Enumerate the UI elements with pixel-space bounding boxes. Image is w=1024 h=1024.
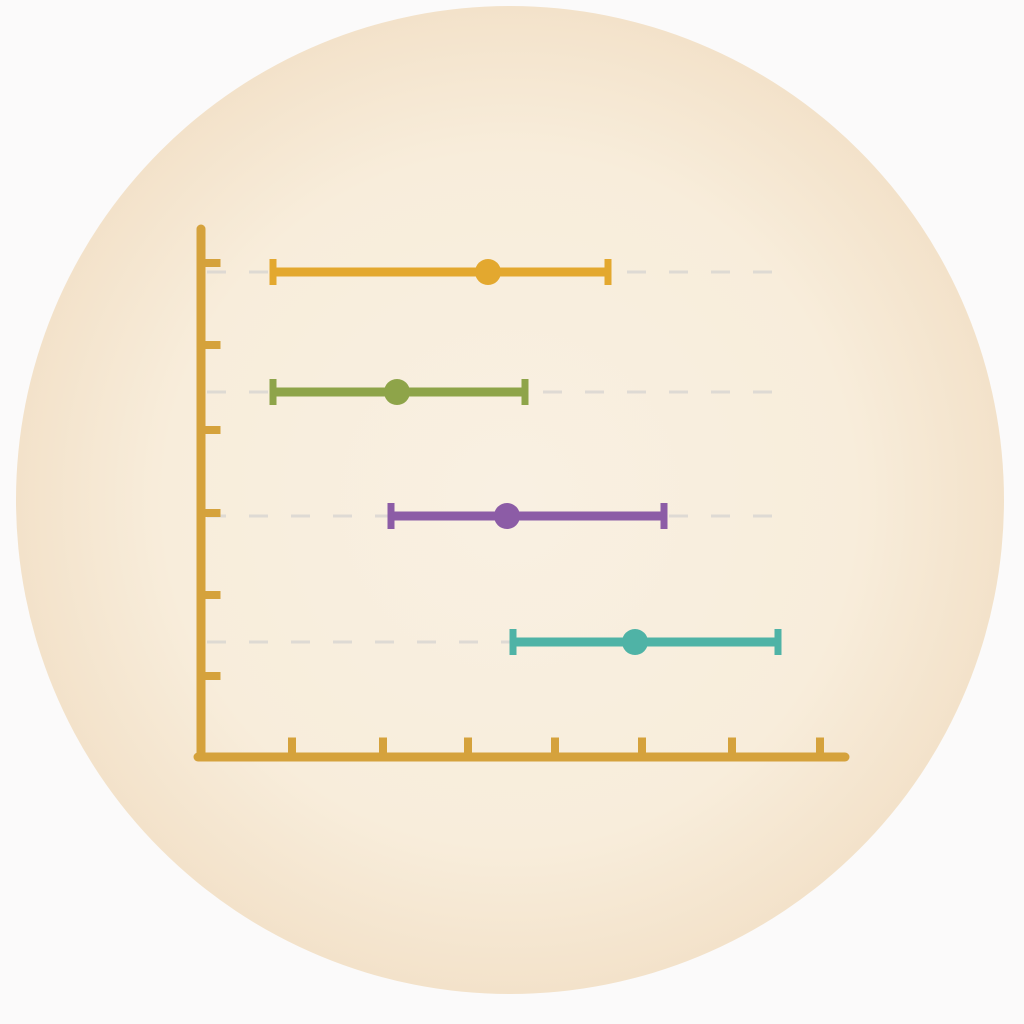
error-bar-dot xyxy=(475,259,501,285)
error-bar-row-1 xyxy=(269,259,612,285)
error-bar-row-4 xyxy=(509,629,782,655)
error-bar-dot xyxy=(622,629,648,655)
error-bar-dot xyxy=(494,503,520,529)
error-bar-row-3 xyxy=(387,503,668,529)
error-bar-row-2 xyxy=(269,379,529,405)
error-bar-dot xyxy=(384,379,410,405)
badge-circle xyxy=(16,6,1004,994)
